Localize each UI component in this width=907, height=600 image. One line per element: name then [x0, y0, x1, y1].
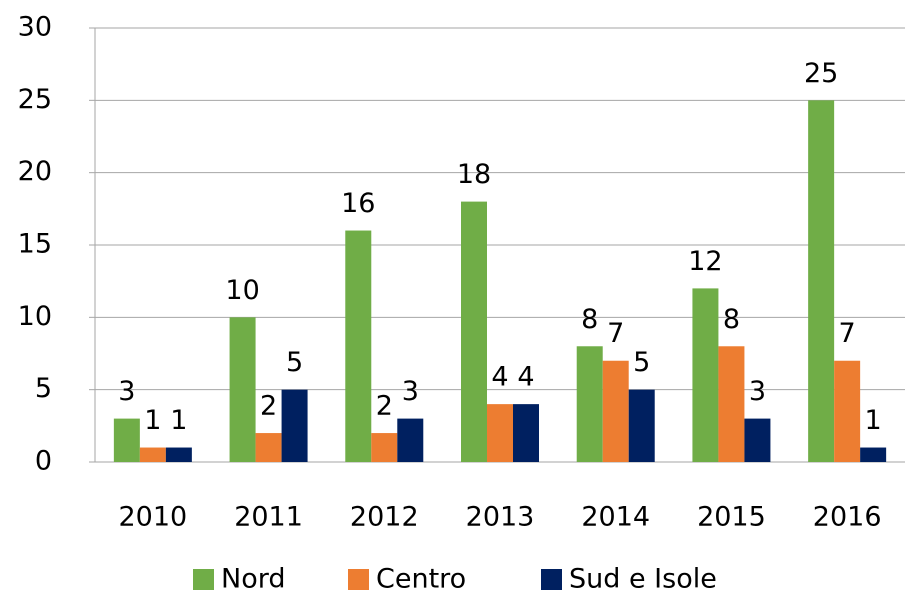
data-label: 25: [804, 58, 838, 89]
x-tick-label: 2013: [466, 502, 535, 533]
x-tick-label: 2015: [697, 502, 766, 533]
data-label: 3: [402, 376, 419, 407]
x-tick-label: 2012: [350, 502, 419, 533]
bar: [744, 418, 771, 462]
data-label: 7: [607, 318, 624, 349]
y-tick-label: 0: [35, 446, 52, 477]
data-label: 1: [865, 405, 882, 436]
legend-label: Nord: [221, 564, 285, 595]
data-label: 10: [225, 275, 259, 306]
y-tick-label: 20: [18, 156, 52, 187]
bar: [255, 433, 282, 462]
data-label: 4: [517, 362, 534, 393]
bar: [718, 346, 745, 462]
data-label: 12: [688, 246, 722, 277]
y-tick-label: 30: [18, 12, 52, 43]
data-label: 3: [118, 376, 135, 407]
data-label: 8: [581, 304, 598, 335]
y-tick-label: 5: [35, 373, 52, 404]
bar: [229, 317, 256, 462]
y-tick-label: 25: [18, 84, 52, 115]
bar: [692, 288, 719, 462]
data-label: 5: [286, 347, 303, 378]
x-tick-label: 2016: [813, 502, 882, 533]
data-label: 4: [491, 362, 508, 393]
data-label: 8: [723, 304, 740, 335]
data-label: 2: [260, 391, 277, 422]
y-tick-label: 15: [18, 229, 52, 260]
bar: [602, 360, 629, 462]
bar: [139, 447, 166, 462]
y-tick-label: 10: [18, 301, 52, 332]
legend-label: Sud e Isole: [569, 564, 717, 595]
x-tick-label: 2014: [581, 502, 650, 533]
data-label: 18: [457, 159, 491, 190]
bar: [281, 389, 308, 462]
bar: [628, 389, 655, 462]
data-label: 5: [633, 347, 650, 378]
data-label: 7: [839, 318, 856, 349]
x-tick-label: 2010: [118, 502, 187, 533]
bar: [487, 404, 513, 462]
x-tick-label: 2011: [234, 502, 303, 533]
bar: [461, 201, 487, 462]
bar: [113, 418, 140, 462]
bar: [345, 230, 372, 462]
bar: [513, 404, 539, 462]
data-label: 16: [341, 188, 375, 219]
bar: [860, 447, 887, 462]
data-label: 1: [144, 405, 161, 436]
bar: [576, 346, 603, 462]
legend-swatch: [541, 569, 562, 590]
bar: [397, 418, 424, 462]
data-label: 1: [170, 405, 187, 436]
data-label: 3: [749, 376, 766, 407]
legend-swatch: [193, 569, 214, 590]
legend-swatch: [348, 569, 369, 590]
data-label: 2: [376, 391, 393, 422]
bar: [834, 360, 861, 462]
legend-label: Centro: [376, 564, 466, 595]
bar: [808, 100, 835, 462]
bar: [165, 447, 192, 462]
bar: [371, 433, 398, 462]
